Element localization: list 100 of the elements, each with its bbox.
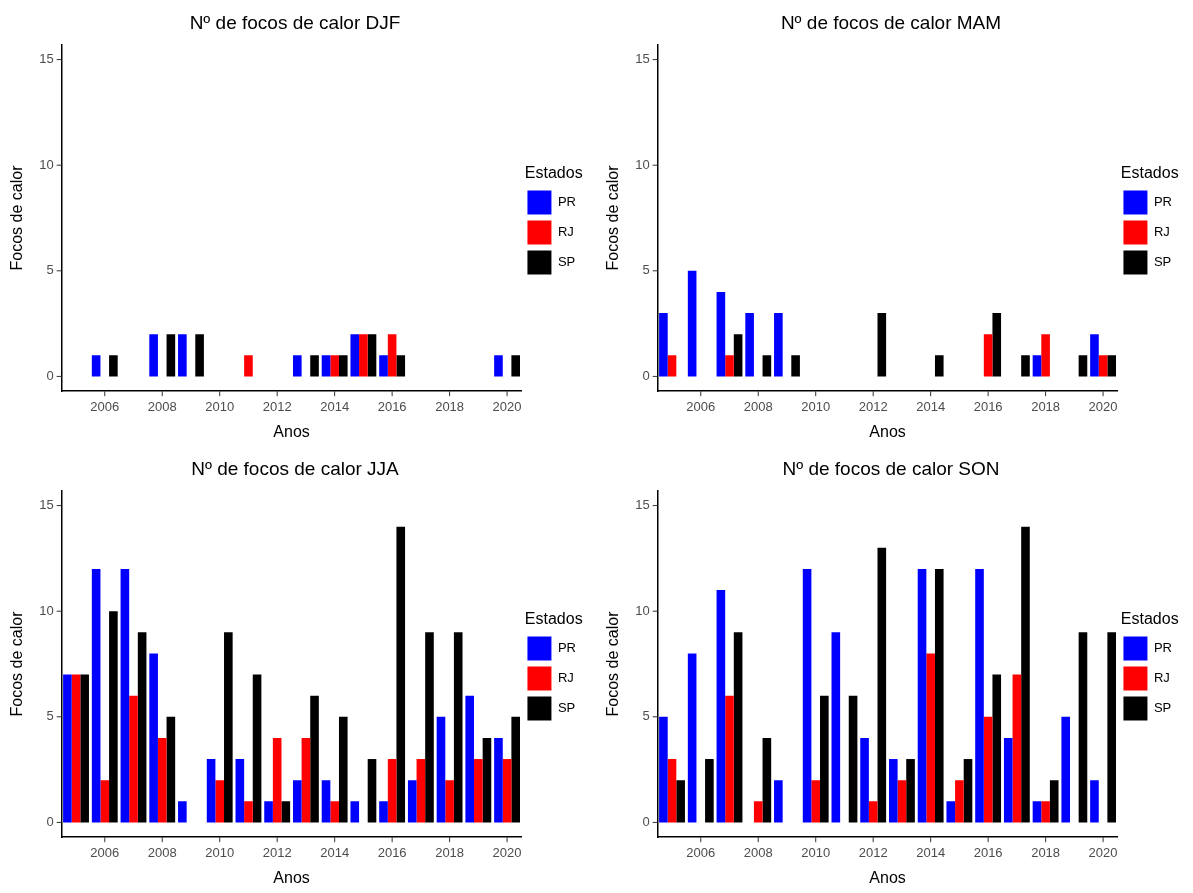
bar xyxy=(906,759,915,823)
x-tick-label: 2016 xyxy=(377,398,407,414)
bar xyxy=(917,568,927,823)
bar xyxy=(868,801,878,823)
x-tick-label: 2020 xyxy=(1088,398,1118,414)
bar xyxy=(753,801,763,823)
bar xyxy=(1021,526,1030,823)
x-tick-label: 2020 xyxy=(492,844,522,860)
bar xyxy=(667,355,677,377)
bar xyxy=(272,737,282,823)
chart-title: Nº de focos de calor SON xyxy=(782,457,1000,479)
bar xyxy=(244,801,253,823)
bar xyxy=(725,695,734,823)
legend-label: RJ xyxy=(557,670,574,686)
bar xyxy=(215,780,225,823)
bar xyxy=(1032,801,1042,823)
bar xyxy=(149,653,158,823)
bar xyxy=(676,780,685,823)
y-tick-label: 10 xyxy=(635,602,650,618)
y-tick-label: 15 xyxy=(635,497,650,513)
bar xyxy=(235,759,245,823)
bar xyxy=(166,716,176,823)
y-tick-label: 0 xyxy=(642,813,650,829)
y-tick-label: 15 xyxy=(39,51,54,67)
x-tick-label: 2012 xyxy=(858,844,888,860)
bar xyxy=(716,590,726,823)
bar xyxy=(1032,355,1042,377)
y-tick-label: 0 xyxy=(46,813,54,829)
x-tick-label: 2014 xyxy=(916,844,946,860)
bar xyxy=(330,801,339,823)
x-tick-label: 2008 xyxy=(743,844,773,860)
legend-label: RJ xyxy=(1153,670,1170,686)
x-tick-label: 2016 xyxy=(973,398,1003,414)
bar xyxy=(206,759,216,823)
bar xyxy=(1049,780,1059,823)
bar xyxy=(975,568,984,823)
legend-label: PR xyxy=(557,640,576,656)
bar xyxy=(1107,632,1116,823)
bar xyxy=(1061,716,1071,823)
bar xyxy=(992,313,1002,377)
x-tick-label: 2016 xyxy=(973,844,1003,860)
bar xyxy=(178,801,187,823)
bar xyxy=(1090,780,1099,823)
x-tick-label: 2006 xyxy=(90,398,120,414)
x-tick-label: 2008 xyxy=(147,398,177,414)
bar xyxy=(425,632,434,823)
bar xyxy=(946,801,956,823)
legend-label: PR xyxy=(1153,640,1172,656)
x-tick-label: 2010 xyxy=(205,398,235,414)
bar xyxy=(338,716,348,823)
bar xyxy=(157,737,167,823)
bar xyxy=(1012,674,1022,823)
bar xyxy=(705,759,714,823)
bar xyxy=(733,334,743,377)
bar xyxy=(774,780,783,823)
bar xyxy=(791,355,800,377)
y-axis-title: Focos de calor xyxy=(604,164,622,271)
bar xyxy=(774,313,783,377)
bar xyxy=(281,801,291,823)
bar xyxy=(934,568,944,823)
bar xyxy=(511,716,520,823)
bar xyxy=(762,737,772,823)
legend-label: SP xyxy=(1153,254,1172,270)
legend-label: SP xyxy=(557,700,576,716)
bar xyxy=(224,632,233,823)
bar xyxy=(1041,334,1050,377)
x-tick-label: 2010 xyxy=(801,844,831,860)
x-tick-label: 2016 xyxy=(377,844,407,860)
bar xyxy=(80,674,89,823)
bar xyxy=(301,737,311,823)
bar xyxy=(445,780,454,823)
bar xyxy=(687,270,697,377)
x-tick-label: 2018 xyxy=(1031,844,1061,860)
bar xyxy=(494,737,503,823)
bar xyxy=(120,568,130,823)
bar xyxy=(802,568,812,823)
bar xyxy=(1107,355,1116,377)
bar xyxy=(659,313,668,377)
x-tick-label: 2018 xyxy=(1031,398,1061,414)
bar xyxy=(482,737,492,823)
bar xyxy=(1041,801,1050,823)
bar xyxy=(963,759,973,823)
bar xyxy=(934,355,944,377)
bar xyxy=(321,780,331,823)
bar xyxy=(888,759,898,823)
x-tick-label: 2006 xyxy=(686,398,716,414)
x-axis-title: Anos xyxy=(273,422,310,440)
y-axis-title: Focos de calor xyxy=(8,164,26,271)
y-tick-label: 5 xyxy=(46,708,54,724)
bar xyxy=(264,801,273,823)
bar xyxy=(926,653,935,823)
bar xyxy=(396,526,406,823)
x-tick-label: 2020 xyxy=(1088,844,1118,860)
bar xyxy=(1098,355,1108,377)
legend-label: PR xyxy=(1153,194,1172,210)
bar xyxy=(745,313,754,377)
bar xyxy=(109,611,118,823)
x-tick-label: 2010 xyxy=(801,398,831,414)
chart-title: Nº de focos de calor DJF xyxy=(189,11,401,33)
bar xyxy=(877,547,887,823)
